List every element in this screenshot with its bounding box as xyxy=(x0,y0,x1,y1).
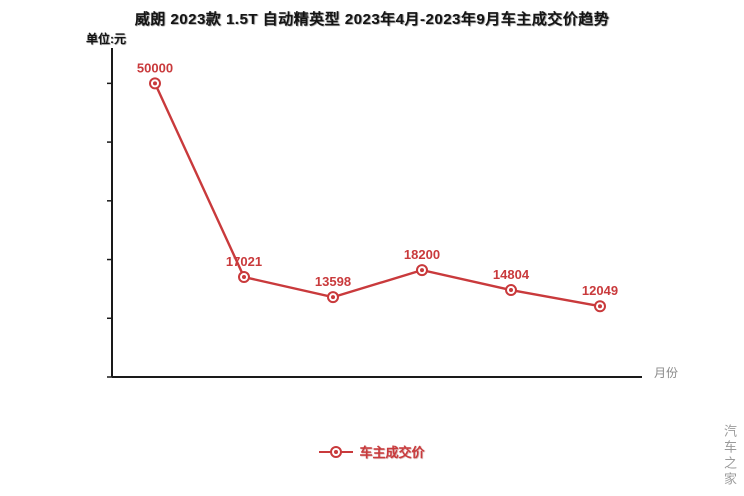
data-point-label: 18200 xyxy=(404,247,440,262)
data-point-dot xyxy=(242,275,246,280)
data-point-dot xyxy=(153,81,157,86)
data-point-label: 12049 xyxy=(582,283,618,298)
data-point-label: 13598 xyxy=(315,274,351,289)
watermark-autohome: 汽车之家 xyxy=(722,424,737,488)
data-point-label: 14804 xyxy=(493,267,530,282)
legend-series-label: 车主成交价 xyxy=(359,445,425,460)
data-point-label: 50000 xyxy=(137,60,173,75)
legend-line-marker-icon xyxy=(319,445,354,458)
data-point-dot xyxy=(420,268,424,273)
series-line xyxy=(153,82,601,308)
y-axis-unit-label: 单位:元 xyxy=(86,32,126,46)
legend-item-series[interactable]: 车主成交价 xyxy=(0,442,744,461)
data-point-label: 17021 xyxy=(226,254,262,269)
chart-title: 威朗 2023款 1.5T 自动精英型 2023年4月-2023年9月车主成交价… xyxy=(134,11,610,28)
data-point-dot xyxy=(509,288,513,293)
data-point-dot xyxy=(598,304,602,309)
data-point-dot xyxy=(331,295,335,300)
x-axis-end-label: 月份 xyxy=(654,366,679,380)
